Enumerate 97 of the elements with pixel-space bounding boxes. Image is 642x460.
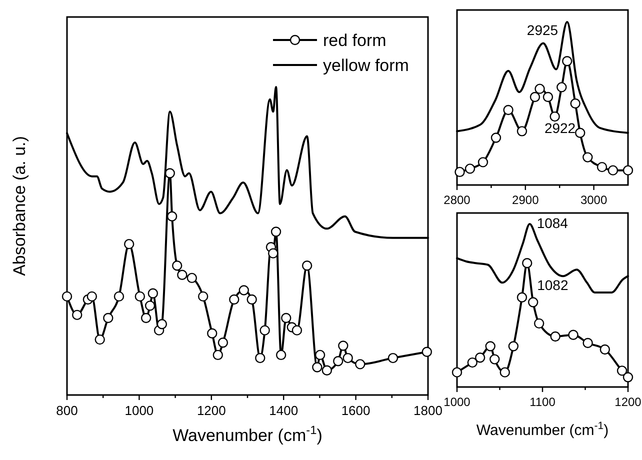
point xyxy=(166,211,178,222)
point xyxy=(568,330,578,340)
point xyxy=(388,352,398,364)
point xyxy=(114,291,124,302)
point xyxy=(229,294,240,305)
point xyxy=(570,98,580,109)
x-tick-label: 1600 xyxy=(341,403,370,418)
point xyxy=(355,359,366,370)
point xyxy=(333,356,344,366)
point xyxy=(207,328,218,338)
point xyxy=(622,372,634,382)
point xyxy=(530,92,540,102)
x-tick-label: 1100 xyxy=(530,395,556,409)
point xyxy=(238,285,249,296)
point xyxy=(452,367,462,378)
x-tick-label: 1200 xyxy=(614,395,642,409)
point xyxy=(144,300,156,311)
x-tick-label: 800 xyxy=(56,403,78,418)
point xyxy=(218,338,228,348)
point xyxy=(186,272,198,284)
point xyxy=(485,341,496,352)
point xyxy=(600,344,610,355)
point xyxy=(140,312,152,324)
x-tick-label: 1000 xyxy=(124,403,154,418)
point xyxy=(467,357,478,368)
point xyxy=(103,312,114,324)
point xyxy=(312,362,322,372)
point xyxy=(342,352,353,364)
annotation: 2922 xyxy=(544,120,576,136)
point xyxy=(508,341,519,352)
point xyxy=(281,312,292,324)
point xyxy=(260,325,270,336)
point xyxy=(474,352,486,363)
point xyxy=(172,260,182,271)
annotation: 1084 xyxy=(536,215,568,231)
point xyxy=(490,132,502,143)
point xyxy=(322,365,332,376)
point xyxy=(542,92,554,102)
point xyxy=(522,258,532,268)
point xyxy=(164,168,175,178)
point xyxy=(528,297,538,308)
point xyxy=(255,352,266,364)
point xyxy=(86,291,98,302)
point xyxy=(582,338,593,348)
annotation: 2925 xyxy=(526,22,558,38)
point xyxy=(338,340,348,351)
point xyxy=(534,84,545,94)
annotation: 1082 xyxy=(537,277,568,294)
point xyxy=(556,82,567,92)
point xyxy=(314,350,326,360)
point xyxy=(516,292,528,302)
point xyxy=(622,165,634,176)
point xyxy=(454,166,465,178)
x-axis-title: Wavenumber (cm$^{-1}$) xyxy=(172,423,322,445)
y-axis-title: Absorbance (a. u.) xyxy=(10,136,29,276)
point xyxy=(464,164,476,174)
legend-label: yellow form xyxy=(323,56,409,75)
point xyxy=(575,128,586,138)
point xyxy=(276,350,286,360)
point xyxy=(148,288,158,298)
point xyxy=(270,226,282,237)
x-tick-label: 1400 xyxy=(269,403,298,418)
point xyxy=(124,238,134,250)
point xyxy=(62,291,72,302)
point xyxy=(302,260,312,271)
point xyxy=(198,291,208,302)
point xyxy=(503,104,514,116)
point xyxy=(616,366,628,376)
point xyxy=(562,56,572,66)
legend-label: red form xyxy=(323,31,386,50)
point xyxy=(550,331,560,342)
point xyxy=(478,157,488,168)
point xyxy=(177,270,188,280)
point xyxy=(292,325,302,336)
point xyxy=(490,354,500,364)
point xyxy=(582,152,593,162)
point xyxy=(596,162,608,172)
point xyxy=(94,334,105,345)
point xyxy=(516,126,528,136)
point xyxy=(422,346,432,357)
x-tick-label: 2800 xyxy=(444,193,471,207)
x-tick-label: 2900 xyxy=(512,193,540,207)
point xyxy=(246,294,257,305)
point xyxy=(268,248,278,258)
point xyxy=(500,367,510,378)
point xyxy=(212,350,223,360)
x-axis-title: Wavenumber (cm$^{-1}$) xyxy=(476,420,609,439)
point xyxy=(156,319,168,330)
x-tick-label: 3000 xyxy=(580,193,608,207)
point xyxy=(534,318,544,329)
x-tick-label: 1000 xyxy=(444,395,471,409)
point xyxy=(550,111,560,122)
point xyxy=(608,165,618,176)
point xyxy=(72,310,82,320)
x-tick-label: 1800 xyxy=(414,403,442,418)
point xyxy=(134,291,146,302)
x-tick-label: 1200 xyxy=(196,403,226,418)
